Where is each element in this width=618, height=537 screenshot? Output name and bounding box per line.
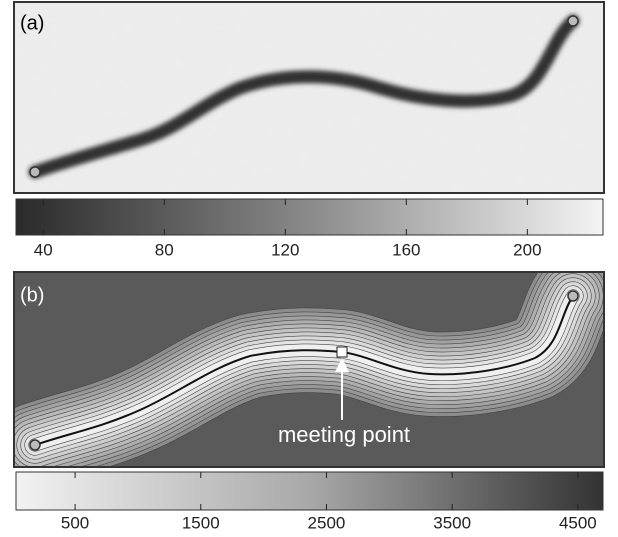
tick-label: 500	[61, 513, 89, 532]
colorbar	[16, 472, 603, 510]
tick-label: 4500	[559, 513, 597, 532]
tick-label: 40	[34, 240, 53, 259]
tick-label: 2500	[308, 513, 346, 532]
figure: (a) 40 80 120 160 200 meeting point (b) 500 1…	[0, 0, 618, 537]
tick-label: 160	[392, 240, 420, 259]
tick-label: 80	[155, 240, 174, 259]
tick-label: 1500	[182, 513, 220, 532]
end-point	[30, 167, 40, 177]
panel-label: (a)	[20, 12, 44, 34]
tick-label: 3500	[433, 513, 471, 532]
meeting-point-marker	[337, 347, 347, 357]
end-point	[568, 291, 578, 301]
annotation: meeting point	[278, 422, 410, 447]
panel-label: (b)	[20, 284, 44, 306]
end-point	[568, 16, 578, 26]
tick-label: 200	[513, 240, 541, 259]
end-point	[30, 440, 40, 450]
panel-a: (a)	[14, 2, 604, 193]
colorbar	[16, 199, 603, 235]
colorbar-b: 500 1500 2500 3500 4500	[16, 472, 603, 532]
colorbar-a: 40 80 120 160 200	[16, 199, 603, 259]
tick-label: 120	[271, 240, 299, 259]
panel-b: meeting point (b)	[14, 272, 604, 467]
